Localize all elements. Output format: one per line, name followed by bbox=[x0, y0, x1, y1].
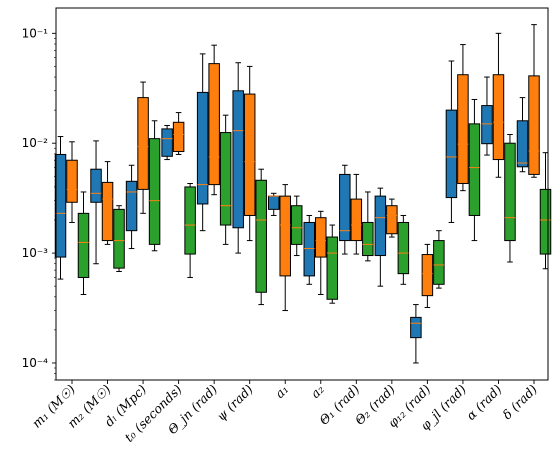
iqr-box bbox=[208, 63, 220, 186]
x-category-label: ψ (rad) bbox=[213, 381, 255, 423]
iqr-box bbox=[397, 221, 410, 275]
iqr-box bbox=[148, 138, 161, 245]
x-category-label: a₂ bbox=[307, 382, 326, 401]
iqr-box bbox=[528, 75, 540, 175]
x-category-label: δ (rad) bbox=[499, 381, 540, 422]
iqr-box bbox=[243, 93, 256, 216]
y-axis: 10⁻¹ 10⁻² 10⁻³ 10⁻⁴ bbox=[22, 26, 56, 381]
iqr-box bbox=[468, 123, 481, 216]
box-orange bbox=[421, 243, 434, 308]
box-blue bbox=[374, 187, 387, 287]
box-green bbox=[539, 152, 552, 270]
y-tick-label: 10⁻⁴ bbox=[22, 356, 49, 370]
box-orange bbox=[243, 65, 256, 242]
box-orange bbox=[101, 161, 114, 245]
iqr-box bbox=[421, 254, 434, 297]
y-tick-label: 10⁻³ bbox=[22, 246, 49, 260]
box-blue bbox=[54, 136, 67, 280]
iqr-box bbox=[433, 240, 445, 285]
box-orange bbox=[66, 141, 78, 223]
iqr-box bbox=[90, 168, 102, 203]
iqr-box bbox=[66, 159, 78, 203]
box-green bbox=[219, 114, 232, 245]
box-green bbox=[290, 195, 303, 257]
iqr-box bbox=[326, 236, 339, 300]
box-orange bbox=[279, 184, 291, 312]
box-blue bbox=[516, 97, 529, 173]
iqr-box bbox=[125, 180, 138, 232]
iqr-box bbox=[481, 105, 493, 145]
box-blue bbox=[232, 62, 244, 254]
iqr-box bbox=[457, 74, 469, 184]
box-blue bbox=[303, 214, 316, 285]
box-blue bbox=[161, 124, 173, 161]
iqr-box bbox=[339, 173, 351, 242]
box-green bbox=[113, 205, 125, 272]
box-orange bbox=[208, 44, 220, 196]
iqr-box bbox=[315, 217, 327, 258]
iqr-box bbox=[303, 221, 316, 277]
iqr-box bbox=[232, 90, 244, 229]
iqr-box bbox=[184, 186, 196, 255]
box-blue bbox=[410, 304, 422, 364]
box-green bbox=[184, 182, 196, 278]
box-orange bbox=[350, 173, 363, 255]
iqr-box bbox=[492, 74, 505, 161]
box-green bbox=[148, 120, 161, 252]
box-orange bbox=[137, 81, 149, 214]
iqr-box bbox=[362, 221, 374, 257]
iqr-box bbox=[101, 181, 114, 242]
box-green bbox=[397, 214, 410, 285]
box-orange bbox=[457, 44, 469, 192]
box-green bbox=[504, 134, 516, 263]
iqr-box bbox=[137, 97, 149, 190]
x-axis: m₁ (M☉)m₂ (M☉)dₗ (Mpc)t₀ (seconds)Θ_jn (… bbox=[29, 380, 540, 445]
iqr-box bbox=[516, 120, 529, 168]
iqr-box bbox=[374, 195, 387, 257]
box-green bbox=[468, 98, 481, 242]
iqr-box bbox=[504, 142, 516, 242]
plot-background bbox=[56, 8, 548, 380]
box-blue bbox=[125, 164, 138, 250]
box-blue bbox=[267, 192, 280, 216]
box-orange bbox=[492, 32, 505, 178]
iqr-box bbox=[196, 91, 209, 205]
x-category-label: α (rad) bbox=[463, 381, 505, 423]
iqr-box bbox=[386, 205, 398, 235]
box-orange bbox=[386, 198, 398, 238]
box-blue bbox=[445, 60, 458, 223]
box-groups bbox=[54, 24, 552, 364]
y-tick-label: 10⁻² bbox=[22, 136, 49, 150]
iqr-box bbox=[445, 109, 458, 199]
box-green bbox=[77, 191, 90, 295]
box-blue bbox=[481, 76, 493, 156]
box-blue bbox=[339, 164, 351, 255]
iqr-box bbox=[161, 128, 173, 157]
x-category-label: a₁ bbox=[272, 382, 291, 401]
iqr-box bbox=[350, 198, 363, 242]
box-green bbox=[326, 224, 339, 304]
iqr-box bbox=[172, 121, 185, 153]
iqr-box bbox=[267, 195, 280, 210]
plot-frame bbox=[55, 7, 549, 381]
iqr-box bbox=[279, 195, 291, 277]
box-green bbox=[433, 230, 445, 289]
box-green bbox=[362, 191, 374, 262]
iqr-box bbox=[113, 208, 125, 269]
box-blue bbox=[90, 140, 102, 265]
box-orange bbox=[172, 112, 185, 155]
box-blue bbox=[196, 53, 209, 232]
iqr-box bbox=[410, 316, 422, 339]
box-orange bbox=[315, 210, 327, 295]
box-green bbox=[255, 168, 267, 306]
iqr-box bbox=[290, 205, 303, 245]
y-tick-label: 10⁻¹ bbox=[22, 26, 49, 40]
iqr-box bbox=[539, 188, 552, 255]
iqr-box bbox=[219, 132, 232, 226]
box-orange bbox=[528, 24, 540, 178]
iqr-box bbox=[54, 153, 67, 258]
iqr-box bbox=[77, 212, 90, 278]
iqr-box bbox=[255, 179, 267, 293]
